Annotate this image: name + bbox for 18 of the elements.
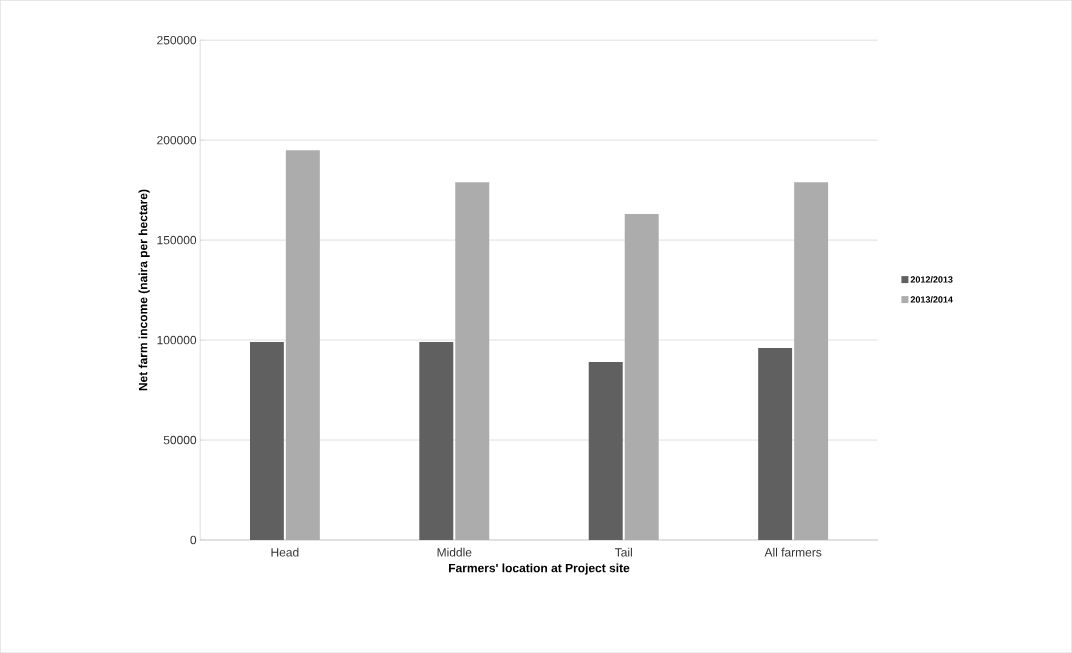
bar (249, 341, 284, 540)
legend-label: 2012/2013 (910, 275, 953, 283)
x-tick-label: Head (271, 547, 299, 557)
y-tick-label: 100000 (157, 335, 197, 345)
bar (588, 361, 623, 540)
y-tick-label: 0 (190, 535, 197, 545)
x-axis-title: Farmers' location at Project site (449, 563, 630, 575)
bar (419, 341, 454, 540)
x-tick-label: Middle (437, 547, 472, 557)
legend-label: 2013/2014 (910, 296, 953, 303)
x-tick-label: All farmers (764, 547, 822, 557)
y-tick-label: 200000 (157, 135, 197, 145)
bar (758, 347, 793, 540)
x-tick-label: Tail (614, 547, 632, 557)
y-tick-label: 150000 (157, 235, 197, 245)
y-axis-title: Net farm income (naira per hectare) (138, 189, 150, 391)
y-tick-label: 50000 (163, 435, 197, 445)
y-tick-label: 250000 (157, 35, 197, 45)
